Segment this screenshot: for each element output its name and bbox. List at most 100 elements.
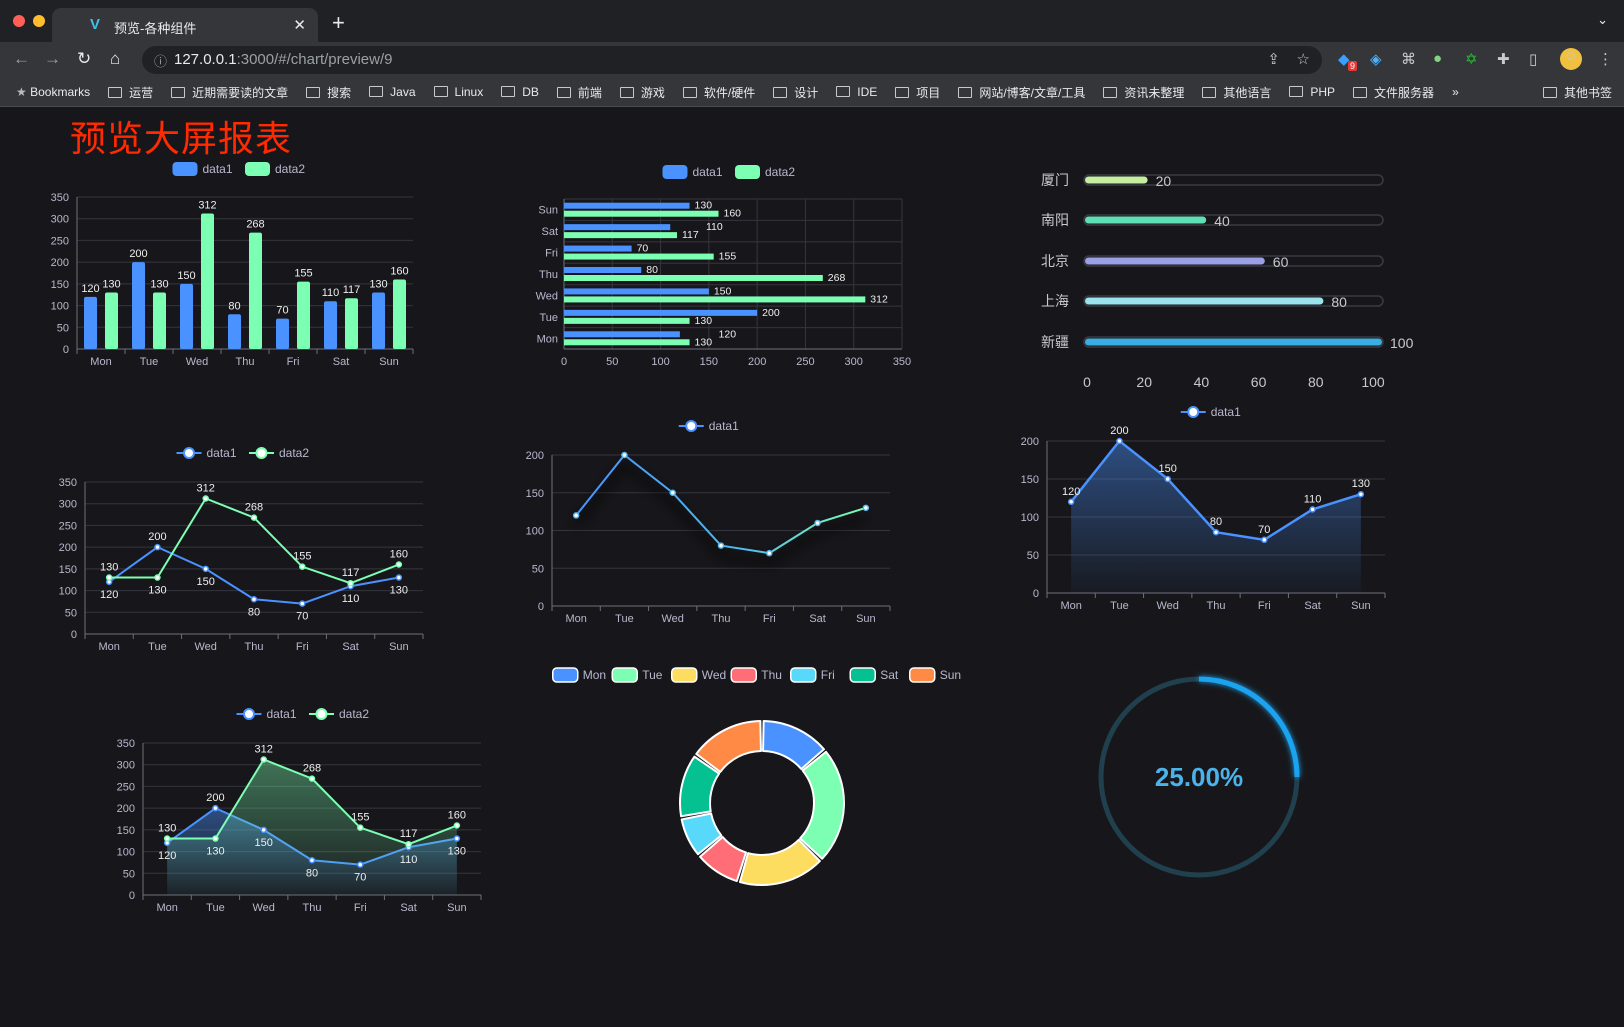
legend-item-Sat[interactable]: Sat bbox=[849, 667, 899, 683]
bookmark-folder[interactable]: 资讯未整理 bbox=[1103, 84, 1184, 101]
gem-extension-icon[interactable]: ◈ bbox=[1370, 51, 1382, 68]
bookmark-folder[interactable]: PHP bbox=[1289, 85, 1335, 99]
legend-item-data2[interactable]: data2 bbox=[245, 162, 305, 176]
data-point bbox=[308, 857, 316, 864]
bar-value-label: 130 bbox=[102, 279, 120, 291]
legend-item-data1[interactable]: data1 bbox=[176, 446, 237, 460]
menu-icon[interactable]: ⋮ bbox=[1598, 51, 1613, 68]
more-bookmarks-chevron-icon[interactable]: » bbox=[1452, 85, 1459, 99]
bookmark-folder[interactable]: 其他语言 bbox=[1202, 84, 1271, 101]
bookmarks-menu[interactable]: ★ Bookmarks bbox=[16, 85, 90, 99]
bookmark-folder[interactable]: 前端 bbox=[556, 84, 602, 101]
bookmark-folder[interactable]: 软件/硬件 bbox=[682, 84, 756, 101]
x-tick-label: 100 bbox=[1361, 374, 1385, 390]
bar-data1 bbox=[564, 245, 632, 252]
bookmark-folder[interactable]: 项目 bbox=[895, 84, 940, 101]
y-tick-label: 100 bbox=[59, 586, 77, 598]
bookmark-folder[interactable]: Linux bbox=[433, 85, 483, 99]
point-value-label: 130 bbox=[158, 823, 176, 835]
share-icon[interactable]: ⇪ bbox=[1267, 51, 1280, 68]
data-point bbox=[453, 822, 461, 829]
legend-item-Wed[interactable]: Wed bbox=[671, 667, 726, 683]
data-point bbox=[202, 495, 209, 502]
bookmark-folder[interactable]: 运营 bbox=[108, 84, 153, 101]
new-tab-button[interactable]: + bbox=[332, 10, 345, 35]
legend-item-data2[interactable]: data2 bbox=[735, 165, 795, 179]
legend-item-data1[interactable]: data1 bbox=[662, 165, 723, 179]
legend-item-data2[interactable]: data2 bbox=[309, 707, 369, 721]
y-tick-label: Sun bbox=[538, 205, 558, 217]
point-value-label: 120 bbox=[158, 850, 176, 862]
progress-label: 新疆 bbox=[1041, 334, 1069, 350]
extensions-puzzle-icon[interactable]: ✚ bbox=[1497, 51, 1510, 68]
line-chart-two-series: data1 data2 0 50 100 150 200 250 300 350 Mon Tue Wed… bbox=[59, 446, 424, 653]
close-window-button[interactable] bbox=[13, 15, 25, 27]
bar-data1 bbox=[180, 283, 193, 349]
bar-data1 bbox=[84, 296, 97, 349]
bookmark-folder[interactable]: IDE bbox=[836, 85, 877, 99]
legend-label: data1 bbox=[1211, 405, 1241, 419]
point-value-label: 70 bbox=[354, 872, 366, 884]
bar-value-label: 130 bbox=[695, 315, 713, 327]
extension-icon[interactable]: ● bbox=[1433, 50, 1443, 67]
bookmark-folder[interactable]: 其他书签 bbox=[1542, 84, 1612, 101]
bookmark-folder[interactable]: DB bbox=[501, 85, 539, 99]
bookmark-folder[interactable]: 搜索 bbox=[306, 84, 351, 101]
bookmark-folder[interactable]: 近期需要读的文章 bbox=[171, 84, 288, 101]
legend-item-data1[interactable]: data1 bbox=[678, 419, 739, 433]
profile-avatar[interactable]: ☺ bbox=[1560, 48, 1582, 70]
data-point bbox=[1357, 490, 1365, 498]
bar-value-label: 155 bbox=[719, 251, 737, 263]
x-tick-label: Sat bbox=[342, 641, 359, 653]
reload-icon[interactable]: ↻ bbox=[77, 49, 92, 68]
site-info-icon[interactable]: ⓘ bbox=[154, 54, 168, 69]
point-value-label: 160 bbox=[390, 549, 408, 561]
legend-item-data1[interactable]: data1 bbox=[236, 707, 297, 721]
bookmark-star-icon[interactable]: ☆ bbox=[1296, 51, 1310, 68]
donut-slice-Sat bbox=[679, 755, 721, 818]
legend-circle-icon bbox=[685, 420, 698, 432]
bookmark-folder[interactable]: Java bbox=[369, 85, 416, 99]
legend-swatch-icon bbox=[552, 667, 579, 683]
bar-data2 bbox=[564, 253, 714, 260]
back-icon[interactable]: ← bbox=[13, 49, 30, 68]
legend-item-Sun[interactable]: Sun bbox=[909, 667, 961, 683]
bookmark-label: 软件/硬件 bbox=[703, 85, 756, 100]
data-point bbox=[299, 563, 306, 570]
browser-tab[interactable]: V 预览-各种组件 ✕ bbox=[52, 8, 318, 42]
bookmark-folder[interactable]: 网站/博客/文章/工具 bbox=[958, 84, 1085, 101]
bar-data1 bbox=[564, 267, 642, 273]
sidebar-icon[interactable]: ▯ bbox=[1529, 51, 1538, 68]
y-tick-label: 0 bbox=[538, 601, 544, 613]
address-bar[interactable]: ⓘ 127.0.0.1:3000/#/chart/preview/9 ⇪ ☆ bbox=[142, 46, 1322, 74]
legend-item-Fri[interactable]: Fri bbox=[790, 667, 835, 683]
progress-label: 厦门 bbox=[1041, 172, 1069, 188]
bookmark-label: 资讯未整理 bbox=[1124, 85, 1185, 100]
forward-icon[interactable]: → bbox=[44, 49, 61, 68]
minimize-window-button[interactable] bbox=[33, 15, 45, 27]
legend-swatch-icon bbox=[790, 667, 817, 683]
legend-item-Thu[interactable]: Thu bbox=[730, 667, 782, 683]
extension-icon[interactable]: ⌘ bbox=[1401, 51, 1416, 68]
star-extension-icon[interactable]: ✡ bbox=[1465, 51, 1478, 68]
donut-chart: Mon Tue Wed Thu Fri Sat Sun bbox=[552, 667, 961, 886]
legend-item-data1[interactable]: data1 bbox=[1180, 405, 1241, 419]
extension-icon[interactable]: ◆ bbox=[1338, 51, 1350, 68]
legend-item-data1[interactable]: data1 bbox=[172, 162, 233, 176]
home-icon[interactable]: ⌂ bbox=[110, 49, 121, 68]
folder-icon bbox=[433, 86, 448, 97]
progress-fill bbox=[1085, 257, 1265, 265]
x-tick-label: Tue bbox=[615, 613, 634, 625]
bookmark-folder[interactable]: 游戏 bbox=[619, 84, 665, 101]
bookmark-folder[interactable]: 设计 bbox=[773, 84, 818, 101]
tab-search-chevron-icon[interactable]: ⌄ bbox=[1597, 12, 1608, 27]
legend-item-data2[interactable]: data2 bbox=[249, 446, 309, 460]
legend-item-Mon[interactable]: Mon bbox=[552, 667, 606, 683]
close-tab-icon[interactable]: ✕ bbox=[293, 17, 306, 34]
donut-slice-Mon bbox=[762, 720, 825, 770]
data-point bbox=[308, 775, 316, 782]
progress-track bbox=[1083, 255, 1384, 267]
legend-item-Tue[interactable]: Tue bbox=[611, 667, 663, 683]
bookmark-folder[interactable]: 文件服务器 bbox=[1353, 84, 1434, 101]
